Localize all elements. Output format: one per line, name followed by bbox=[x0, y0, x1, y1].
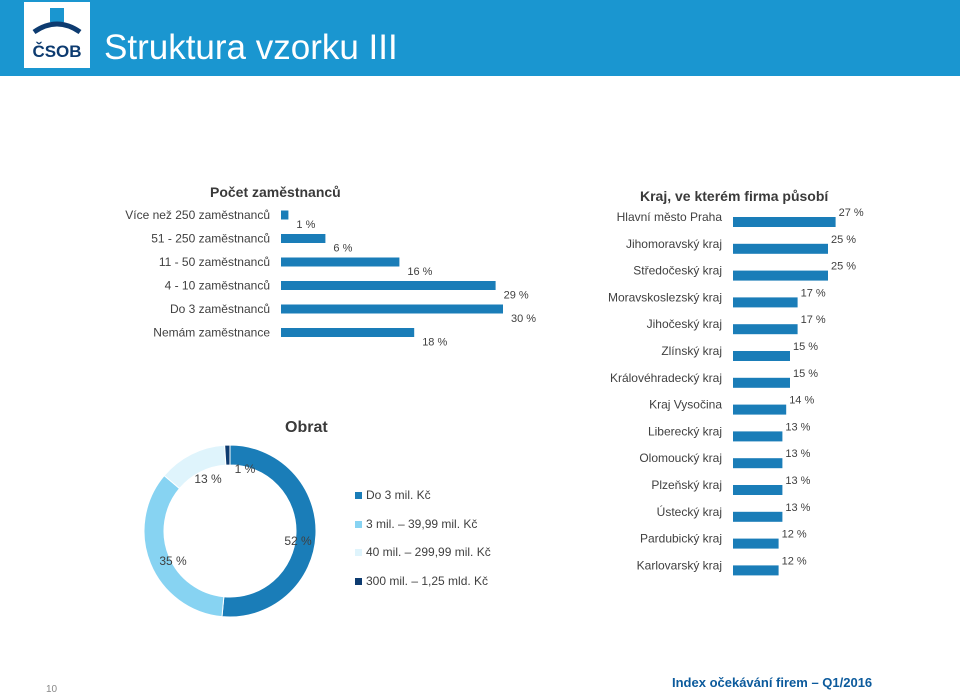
category-label: Plzeňský kraj bbox=[651, 478, 722, 492]
category-label: 4 - 10 zaměstnanců bbox=[165, 279, 270, 293]
data-label: 18 % bbox=[422, 337, 447, 349]
page-title: Struktura vzorku III bbox=[104, 28, 398, 67]
legend-item: 3 mil. – 39,99 mil. Kč bbox=[355, 517, 477, 531]
legend-label: Do 3 mil. Kč bbox=[366, 488, 431, 502]
region-chart: Hlavní město Praha 27 % Jihomoravský kraj 2… bbox=[608, 207, 864, 576]
category-label: Jihomoravský kraj bbox=[626, 237, 722, 251]
category-label: Středočeský kraj bbox=[633, 264, 722, 278]
bar bbox=[733, 377, 790, 388]
bar bbox=[733, 351, 790, 361]
data-label: 17 % bbox=[801, 287, 826, 299]
bar bbox=[733, 404, 787, 415]
category-label: Více než 250 zaměstnanců bbox=[125, 208, 270, 222]
legend-label: 300 mil. – 1,25 mld. Kč bbox=[366, 574, 489, 588]
legend-label: 3 mil. – 39,99 mil. Kč bbox=[366, 517, 478, 531]
category-label: Moravskoslezský kraj bbox=[608, 290, 722, 304]
legend-swatch bbox=[355, 577, 362, 585]
bar bbox=[281, 328, 415, 337]
employees-chart: Více než 250 zaměstnanců 1 % 51 - 250 zamě… bbox=[125, 208, 536, 349]
category-label: 11 - 50 zaměstnanců bbox=[159, 255, 270, 269]
category-label: Olomoucký kraj bbox=[639, 451, 722, 465]
data-label: 12 % bbox=[782, 529, 807, 541]
employees-chart-title: Počet zaměstnanců bbox=[210, 184, 341, 200]
legend-item: 40 mil. – 299,99 mil. Kč bbox=[355, 545, 491, 559]
category-label: Karlovarský kraj bbox=[637, 558, 722, 572]
data-label: 30 % bbox=[511, 313, 536, 325]
data-label: 15 % bbox=[793, 368, 818, 380]
bar bbox=[733, 511, 783, 522]
data-label: 13 % bbox=[785, 502, 810, 514]
data-label: 1 % bbox=[235, 462, 256, 476]
data-label: 6 % bbox=[333, 243, 352, 255]
logo-text: ČSOB bbox=[32, 42, 82, 61]
footer-text: Index očekávání firem – Q1/2016 bbox=[672, 675, 873, 690]
region-chart-title: Kraj, ve kterém firma působí bbox=[640, 188, 829, 204]
data-label: 13 % bbox=[194, 472, 222, 486]
legend-item: Do 3 mil. Kč bbox=[355, 488, 431, 502]
bar bbox=[281, 210, 289, 220]
csob-logo: ČSOB bbox=[24, 2, 90, 68]
category-label: Nemám zaměstnance bbox=[153, 326, 270, 340]
page-number: 10 bbox=[46, 684, 58, 695]
data-label: 17 % bbox=[801, 314, 826, 326]
bar bbox=[733, 243, 828, 254]
data-label: 29 % bbox=[504, 290, 529, 302]
data-label: 52 % bbox=[284, 534, 312, 548]
bar bbox=[733, 565, 779, 576]
bar bbox=[733, 217, 836, 227]
data-label: 13 % bbox=[785, 448, 810, 460]
bar bbox=[281, 304, 503, 314]
bar bbox=[281, 234, 326, 243]
bar bbox=[733, 458, 783, 469]
data-label: 14 % bbox=[789, 395, 814, 407]
bar bbox=[733, 485, 783, 495]
revenue-chart-title: Obrat bbox=[285, 419, 328, 436]
data-label: 13 % bbox=[785, 475, 810, 487]
category-label: 51 - 250 zaměstnanců bbox=[151, 232, 270, 246]
data-label: 35 % bbox=[159, 554, 187, 568]
category-label: Hlavní město Praha bbox=[617, 210, 723, 224]
data-label: 1 % bbox=[296, 219, 315, 231]
bar bbox=[281, 257, 400, 267]
category-label: Jihočeský kraj bbox=[647, 317, 722, 331]
legend-swatch bbox=[355, 548, 362, 556]
bar bbox=[733, 431, 783, 442]
data-label: 25 % bbox=[831, 234, 856, 246]
data-label: 15 % bbox=[793, 341, 818, 353]
legend-item: 300 mil. – 1,25 mld. Kč bbox=[355, 574, 488, 588]
bar bbox=[733, 297, 798, 308]
legend-swatch bbox=[355, 491, 362, 499]
data-label: 25 % bbox=[831, 261, 856, 273]
bar bbox=[733, 538, 779, 549]
logo-wave-icon bbox=[32, 8, 82, 35]
bar bbox=[733, 324, 798, 335]
data-label: 27 % bbox=[839, 207, 864, 219]
donut-slice bbox=[143, 474, 225, 618]
data-label: 12 % bbox=[782, 555, 807, 567]
category-label: Do 3 zaměstnanců bbox=[170, 302, 270, 316]
revenue-donut-chart: 52 % 35 % 13 % 1 % bbox=[143, 445, 317, 618]
data-label: 16 % bbox=[407, 266, 432, 278]
category-label: Ústecký kraj bbox=[657, 504, 722, 519]
legend-swatch bbox=[355, 520, 362, 528]
category-label: Liberecký kraj bbox=[648, 424, 722, 438]
legend-label: 40 mil. – 299,99 mil. Kč bbox=[366, 545, 491, 559]
donut-slice bbox=[224, 445, 231, 466]
bar bbox=[281, 281, 496, 290]
header-bar: ČSOB Struktura vzorku III bbox=[0, 0, 960, 76]
category-label: Pardubický kraj bbox=[640, 532, 722, 546]
category-label: Královéhradecký kraj bbox=[610, 371, 722, 385]
category-label: Kraj Vysočina bbox=[649, 398, 722, 412]
bar bbox=[733, 270, 828, 281]
data-label: 13 % bbox=[785, 421, 810, 433]
category-label: Zlínský kraj bbox=[661, 344, 722, 358]
